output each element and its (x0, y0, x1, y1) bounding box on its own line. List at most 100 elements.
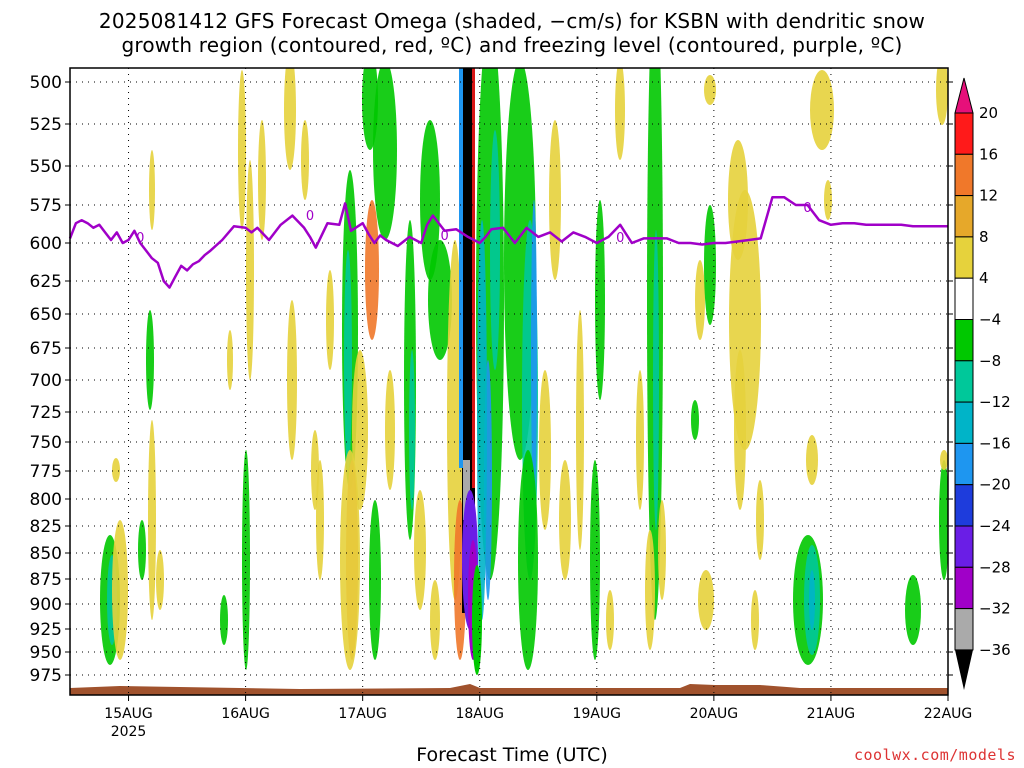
y-tick-label: 850 (30, 544, 62, 564)
omega-shading (615, 68, 625, 160)
y-tick-label: 800 (30, 490, 62, 510)
plot-border (69, 67, 949, 696)
y-tick-label: 950 (30, 643, 62, 663)
colorbar-swatch (954, 319, 974, 362)
colorbar-top-triangle (954, 77, 974, 114)
freezing-level-label: 0 (136, 231, 144, 246)
colorbar-swatch (954, 442, 974, 486)
colorbar-label: −12 (979, 393, 1011, 411)
omega-shading (340, 450, 360, 670)
omega-shading (344, 250, 352, 470)
omega-shading (704, 75, 716, 105)
omega-shading (373, 68, 397, 240)
omega-shading (695, 260, 705, 340)
omega-shading (549, 120, 561, 280)
y-tick-label: 600 (30, 234, 62, 254)
omega-shading (227, 330, 233, 390)
colorbar-label: −32 (979, 600, 1011, 618)
omega-shading (472, 565, 482, 675)
colorbar-label: −36 (979, 641, 1011, 659)
omega-shading (531, 200, 537, 500)
omega-shading (636, 370, 644, 510)
colorbar-label: −8 (979, 352, 1001, 370)
omega-shading (414, 490, 426, 610)
omega-shading (658, 500, 666, 600)
omega-shading (352, 350, 368, 510)
omega-shading (590, 460, 600, 660)
freezing-level-label: 0 (440, 229, 448, 244)
x-tick-year: 2025 (111, 724, 147, 740)
x-tick-label: 22AUG (924, 706, 973, 722)
colorbar-label: −20 (979, 476, 1011, 494)
omega-shading (751, 590, 759, 650)
colorbar-swatch (954, 112, 974, 155)
omega-shading (691, 400, 699, 440)
freezing-level-line (68, 195, 948, 289)
credit-text[interactable]: coolwx.com/models (853, 746, 1016, 764)
y-tick-label: 875 (30, 570, 62, 590)
omega-shading (385, 370, 395, 490)
x-tick-label: 17AUG (338, 706, 387, 722)
omega-shading (490, 130, 500, 370)
omega-shading (258, 120, 266, 240)
colorbar-swatch (954, 484, 974, 527)
colorbar-bottom-triangle (955, 649, 973, 690)
omega-shading (238, 70, 246, 230)
omega-shading (301, 120, 309, 200)
omega-shading (220, 595, 228, 645)
omega-shading (149, 150, 155, 230)
colorbar-label: 16 (979, 145, 998, 163)
colorbar-swatch (954, 277, 974, 321)
colorbar-swatch (954, 566, 974, 610)
y-tick-label: 675 (30, 339, 62, 359)
ground-surface (70, 684, 948, 695)
omega-shading (284, 68, 296, 170)
colorbar-label: 20 (979, 104, 998, 122)
omega-shading (409, 350, 415, 510)
omega-shading (463, 460, 470, 520)
y-tick-label: 625 (30, 272, 62, 292)
freezing-level-label: 0 (616, 231, 624, 246)
omega-shading (939, 460, 948, 580)
colorbar-label: 12 (979, 187, 998, 205)
omega-shading (645, 530, 655, 650)
omega-shading (810, 70, 834, 150)
colorbar-swatch (954, 401, 974, 444)
x-tick-label: 20AUG (690, 706, 739, 722)
omega-shading (824, 180, 832, 220)
omega-shading (112, 458, 120, 482)
colorbar-label: 4 (979, 269, 989, 287)
y-tick-label: 700 (30, 371, 62, 391)
freezing-level-label: 0 (803, 201, 811, 216)
omega-shading (940, 450, 948, 470)
x-tick-label: 19AUG (573, 706, 622, 722)
omega-shading (809, 570, 815, 630)
x-tick-label: 15AUG (104, 706, 153, 722)
omega-shading (112, 520, 128, 660)
y-tick-label: 500 (30, 73, 62, 93)
omega-shading (477, 220, 487, 620)
omega-shading (595, 200, 605, 400)
omega-shading (326, 270, 334, 370)
omega-shading (316, 460, 324, 580)
y-tick-label: 550 (30, 157, 62, 177)
omega-shading (559, 460, 571, 580)
y-tick-label: 650 (30, 305, 62, 325)
dendritic-contour (472, 68, 475, 488)
omega-shading (756, 480, 764, 560)
colorbar-label: −16 (979, 434, 1011, 452)
colorbar-swatch (954, 525, 974, 568)
y-tick-label: 825 (30, 517, 62, 537)
colorbar-swatch (954, 153, 974, 197)
y-tick-label: 725 (30, 403, 62, 423)
omega-shading (148, 420, 156, 620)
omega-shading (156, 550, 164, 610)
colorbar-label: −4 (979, 311, 1001, 329)
grid (70, 68, 949, 695)
omega-shading (246, 160, 254, 380)
y-tick-label: 975 (30, 666, 62, 686)
omega-shading (518, 450, 538, 670)
omega-shading (936, 68, 948, 125)
omega-shading (653, 230, 659, 530)
